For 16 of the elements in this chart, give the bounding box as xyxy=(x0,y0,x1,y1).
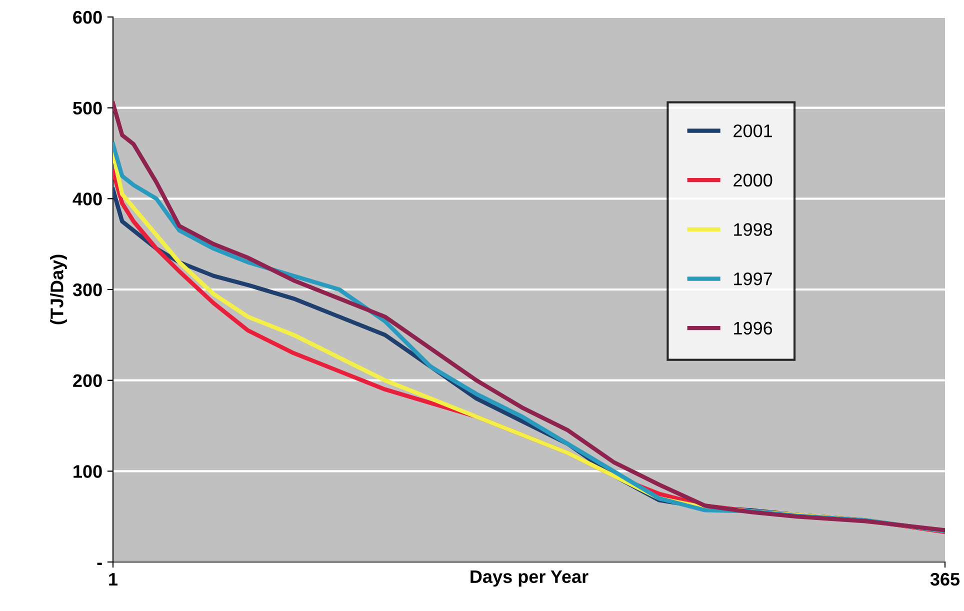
legend-label: 2001 xyxy=(734,124,772,138)
y-tick-label: 400 xyxy=(72,192,102,206)
y-tick-label: 200 xyxy=(73,374,102,388)
legend-label: 1998 xyxy=(734,223,772,236)
x-tick-label: 1 xyxy=(109,573,118,586)
x-tick-label: 365 xyxy=(930,572,960,586)
x-axis-title: Days per Year xyxy=(470,570,588,587)
y-tick-label: 500 xyxy=(73,102,102,115)
y-axis-title: (TJ/Day) xyxy=(50,254,67,324)
y-tick-label: 100 xyxy=(74,465,102,478)
y-tick-label: 600 xyxy=(73,10,102,24)
legend-label: 1996 xyxy=(734,322,772,335)
legend-label: 2000 xyxy=(734,174,772,187)
y-tick-label: 300 xyxy=(72,283,102,296)
y-tick-label: - xyxy=(97,562,102,565)
legend-label: 1997 xyxy=(734,272,772,286)
